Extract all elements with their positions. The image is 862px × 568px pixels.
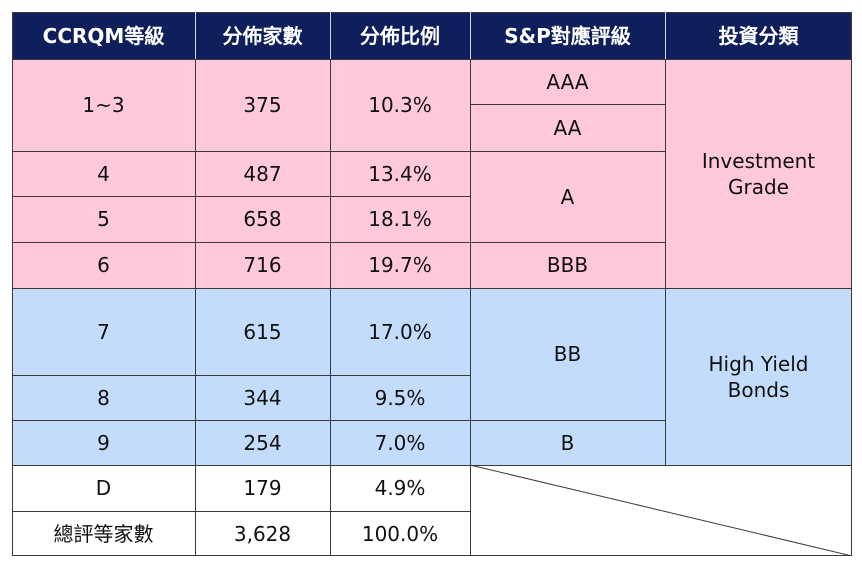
percentage-cell: 13.4% [330, 151, 470, 196]
total-percentage: 100.0% [330, 511, 470, 556]
sp-rating-cell: AA [470, 104, 665, 151]
sp-rating-cell: AAA [470, 59, 665, 104]
header-investment-category: 投資分類 [665, 12, 852, 59]
category-investment-grade: Investment Grade [665, 59, 852, 288]
header-sp-rating: S&P對應評級 [470, 12, 665, 59]
rating-distribution-table: CCRQM等級 分佈家數 分佈比例 S&P對應評級 投資分類 1~3 375 1… [12, 12, 852, 556]
percentage-cell: 18.1% [330, 196, 470, 242]
grade-cell: 6 [12, 242, 195, 288]
count-cell: 344 [195, 375, 330, 420]
count-cell: 487 [195, 151, 330, 196]
total-count: 3,628 [195, 511, 330, 556]
count-cell: 658 [195, 196, 330, 242]
grade-cell: 4 [12, 151, 195, 196]
percentage-cell: 10.3% [330, 59, 470, 151]
percentage-cell: 7.0% [330, 420, 470, 465]
percentage-cell: 9.5% [330, 375, 470, 420]
count-cell: 716 [195, 242, 330, 288]
header-count: 分佈家數 [195, 12, 330, 59]
count-cell: 254 [195, 420, 330, 465]
grade-cell: 8 [12, 375, 195, 420]
sp-rating-cell: BBB [470, 242, 665, 288]
grade-cell: D [12, 465, 195, 511]
total-label: 總評等家數 [12, 511, 195, 556]
grade-cell: 9 [12, 420, 195, 465]
grade-cell: 1~3 [12, 59, 195, 151]
category-high-yield: High Yield Bonds [665, 288, 852, 465]
grade-cell: 5 [12, 196, 195, 242]
header-ccrqm-grade: CCRQM等級 [12, 12, 195, 59]
header-percentage: 分佈比例 [330, 12, 470, 59]
grade-cell: 7 [12, 288, 195, 375]
sp-rating-cell: BB [470, 288, 665, 420]
sp-rating-cell: B [470, 420, 665, 465]
percentage-cell: 4.9% [330, 465, 470, 511]
empty-merged-cell [470, 465, 852, 556]
sp-rating-cell: A [470, 151, 665, 242]
count-cell: 615 [195, 288, 330, 375]
percentage-cell: 17.0% [330, 288, 470, 375]
count-cell: 375 [195, 59, 330, 151]
count-cell: 179 [195, 465, 330, 511]
percentage-cell: 19.7% [330, 242, 470, 288]
